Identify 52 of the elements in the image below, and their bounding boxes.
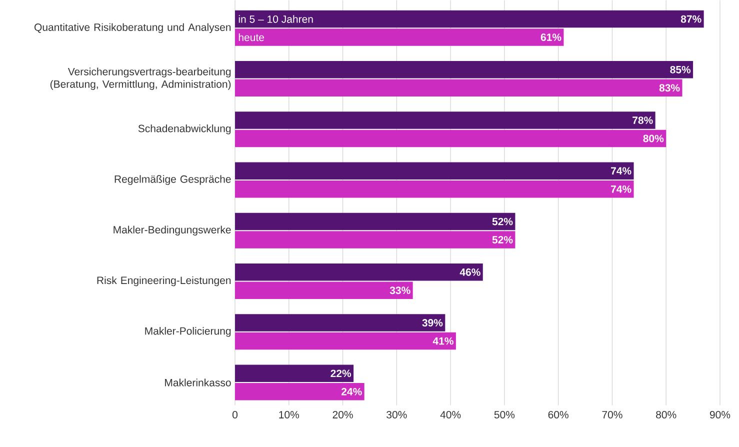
data-label: 52% — [492, 218, 513, 226]
bar — [235, 28, 564, 46]
data-label: 87% — [680, 15, 702, 23]
data-label: 78% — [632, 116, 653, 124]
bar — [235, 332, 456, 350]
bar — [235, 180, 634, 198]
x-tick-label: 60% — [548, 410, 568, 418]
y-tick-label: Risk Engineering-Leistungen — [97, 276, 231, 286]
bar — [235, 112, 656, 129]
y-tick-label: Regelmäßige Gespräche — [114, 174, 231, 185]
y-tick-label: Maklerinkasso — [165, 378, 231, 386]
bar — [235, 60, 694, 78]
data-label: 33% — [390, 286, 410, 294]
y-tick-label: Makler-Bedingungswerke — [114, 226, 231, 236]
x-tick-label: 50% — [494, 410, 515, 418]
data-label: 52% — [492, 236, 513, 244]
bar — [235, 263, 483, 281]
data-label: 83% — [659, 84, 680, 92]
x-tick-label: 20% — [332, 410, 353, 418]
bar — [235, 10, 704, 28]
data-label: 46% — [460, 268, 480, 276]
x-tick-label: 90% — [710, 410, 730, 418]
bar — [235, 212, 516, 230]
bar — [235, 79, 682, 96]
y-tick-label: Makler-Policierung — [145, 326, 231, 337]
bar — [235, 382, 364, 400]
x-tick-label: 40% — [440, 410, 461, 418]
x-tick-label: 80% — [656, 410, 676, 418]
data-label: 74% — [611, 167, 632, 174]
y-tick-label: Versicherungsvertrags-bearbeitung (Beratung, Vermittlung, Administration) — [50, 67, 231, 90]
bar — [235, 231, 516, 248]
data-label: 80% — [643, 134, 664, 142]
data-label: 74% — [611, 185, 632, 193]
bar — [235, 282, 413, 299]
series-label: in 5 – 10 Jahren — [238, 15, 313, 23]
data-label: 41% — [432, 337, 454, 345]
x-tick-label: 30% — [386, 410, 407, 418]
bar — [235, 364, 354, 382]
bar — [235, 162, 634, 180]
bar — [235, 130, 666, 147]
series-label: heute — [238, 33, 264, 41]
x-tick-label: 0 — [232, 410, 238, 418]
y-tick-label: Schadenabwicklung — [138, 124, 231, 134]
data-label: 39% — [422, 318, 443, 326]
data-label: 22% — [330, 370, 352, 377]
data-label: 61% — [540, 33, 562, 41]
bar — [235, 314, 446, 332]
data-label: 24% — [341, 388, 362, 396]
y-tick-label: Quantitative Risikoberatung und Analysen — [34, 23, 231, 33]
data-label: 85% — [670, 66, 691, 74]
x-tick-label: 70% — [602, 410, 622, 418]
x-tick-label: 10% — [279, 410, 300, 418]
